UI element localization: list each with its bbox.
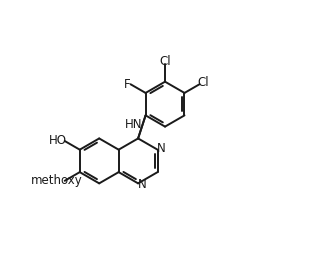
Text: HN: HN — [125, 118, 142, 131]
Text: Cl: Cl — [198, 76, 209, 89]
Text: HO: HO — [49, 134, 67, 148]
Text: N: N — [157, 142, 166, 155]
Text: N: N — [138, 178, 146, 191]
Text: methoxy: methoxy — [31, 174, 83, 187]
Text: Cl: Cl — [159, 54, 171, 68]
Text: F: F — [124, 78, 130, 91]
